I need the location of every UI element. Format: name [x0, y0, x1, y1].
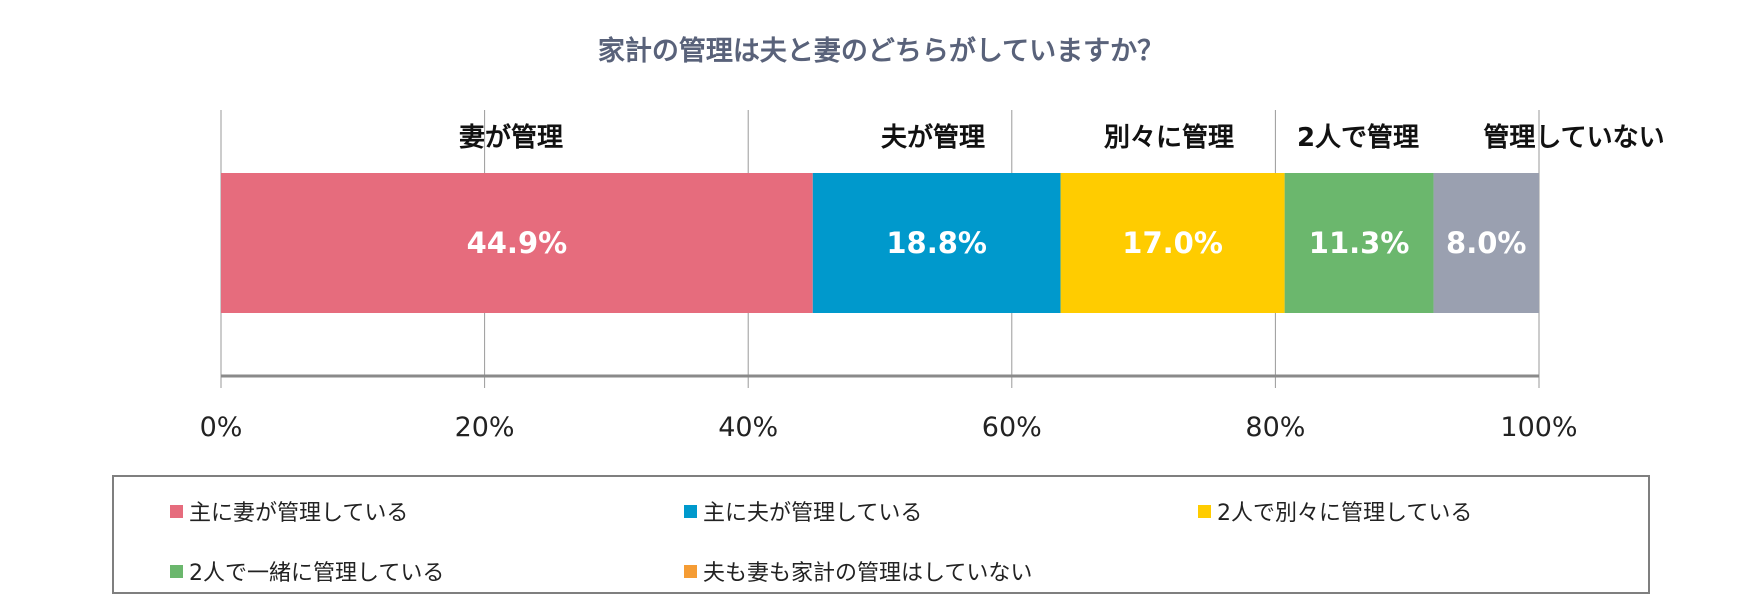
- bar-segment: [1284, 173, 1434, 313]
- category-label: 夫が管理: [881, 122, 985, 153]
- legend-swatch: [170, 504, 183, 518]
- legend-label: 主に妻が管理している: [189, 501, 409, 526]
- legend: 主に妻が管理している 主に夫が管理している 2人で別々に管理している 2人で一緒に管理…: [112, 475, 1650, 594]
- legend-swatch: [1198, 504, 1211, 518]
- x-tick-label: 60%: [982, 412, 1042, 443]
- legend-label: 夫も妻も家計の管理はしていない: [703, 561, 1033, 586]
- legend-swatch: [170, 564, 183, 578]
- legend-label: 2人で一緒に管理している: [189, 561, 445, 586]
- legend-label: 2人で別々に管理している: [1217, 501, 1473, 526]
- bar-segment: [221, 173, 813, 313]
- x-tick-label: 0%: [200, 412, 243, 443]
- category-label: 妻が管理: [459, 122, 563, 153]
- category-label: 管理していない: [1483, 123, 1664, 153]
- x-tick-label: 40%: [718, 412, 778, 443]
- legend-item: 主に妻が管理している: [170, 495, 408, 527]
- legend-item: 主に夫が管理している: [684, 495, 922, 527]
- category-label: 別々に管理: [1104, 123, 1234, 153]
- bar-segment: [1060, 173, 1285, 313]
- legend-label: 主に夫が管理している: [703, 501, 923, 526]
- x-tick-label: 20%: [455, 412, 515, 443]
- legend-swatch: [684, 564, 697, 578]
- data-label: 17.0%: [1122, 226, 1223, 260]
- bar-segment: [812, 173, 1061, 313]
- legend-item: 2人で一緒に管理している: [170, 555, 444, 587]
- legend-item: 2人で別々に管理している: [1198, 495, 1472, 527]
- chart-title: 家計の管理は夫と妻のどちらがしていますか？: [598, 35, 1164, 67]
- x-tick-label: 80%: [1245, 412, 1305, 443]
- data-label: 11.3%: [1309, 226, 1410, 260]
- data-label: 18.8%: [886, 226, 987, 260]
- data-label: 44.9%: [467, 226, 568, 260]
- legend-item: 夫も妻も家計の管理はしていない: [684, 555, 1032, 587]
- data-label: 8.0%: [1446, 226, 1526, 260]
- legend-swatch: [684, 504, 697, 518]
- bar-segment: [1433, 173, 1539, 313]
- category-label: 2人で管理: [1297, 123, 1419, 153]
- x-tick-label: 100%: [1500, 412, 1577, 443]
